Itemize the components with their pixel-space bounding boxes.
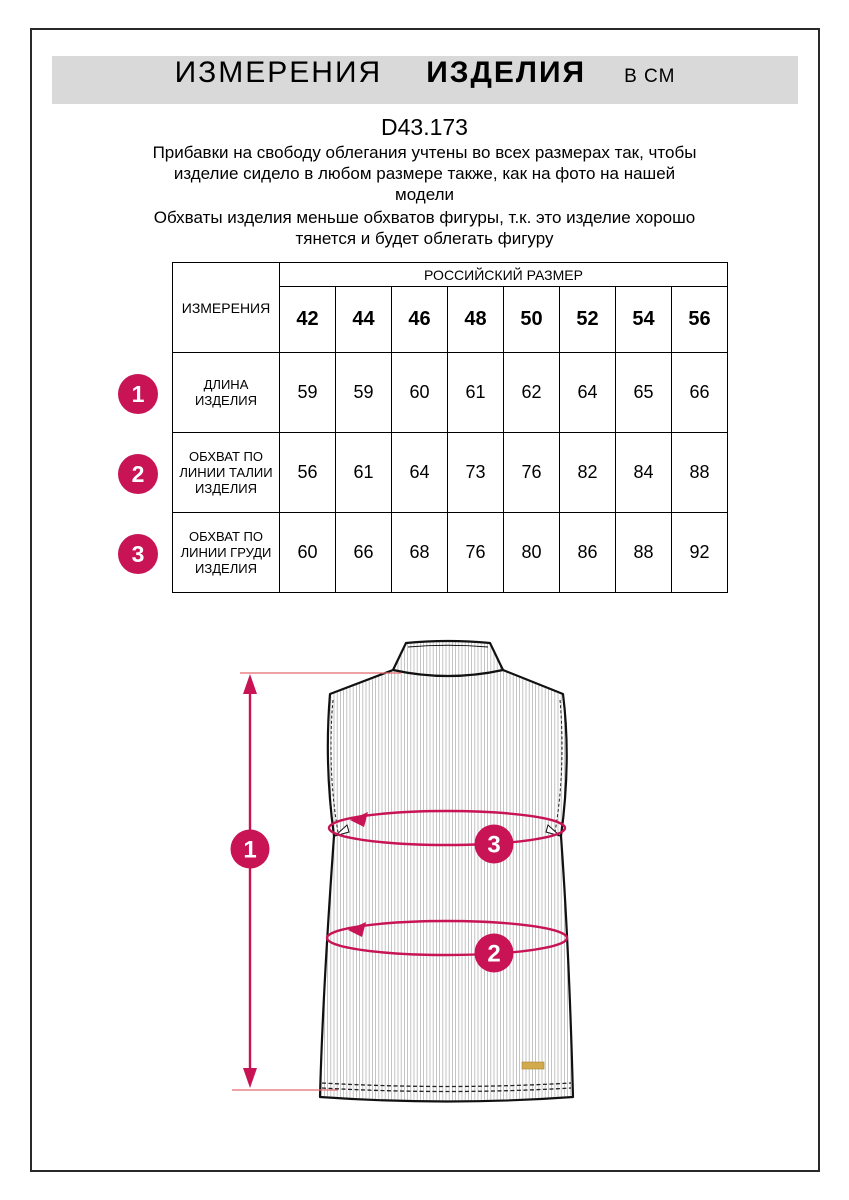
row-marker-1-badge: 1 [118,374,158,414]
cell-value: 82 [559,432,616,513]
cell-value: 60 [391,352,448,433]
size-col-54: 54 [615,286,672,353]
product-code: D43.173 [381,114,468,140]
cell-value: 61 [447,352,504,433]
cell-value: 80 [503,512,560,593]
row-marker-2-badge: 2 [118,454,158,494]
cell-value: 76 [503,432,560,513]
title-bar: ИЗМЕРЕНИЯ ИЗДЕЛИЯ В СМ [52,56,798,104]
garment-technical-drawing: 1 3 2 [190,620,670,1120]
cell-value: 84 [615,432,672,513]
underarm-dart-left [334,824,350,837]
intro-line: Обхваты изделия меньше обхватов фигуры, … [153,208,696,227]
length-arrowhead-bottom [243,1068,257,1088]
cell-value: 59 [279,352,336,433]
row-marker-3-badge: 3 [118,534,158,574]
intro-text: Прибавки на свободу облегания учтены во … [0,142,849,249]
cell-value: 86 [559,512,616,593]
marker-waist-badge: 2 [474,933,514,973]
size-col-50: 50 [503,286,560,353]
cell-value: 76 [447,512,504,593]
size-col-48: 48 [447,286,504,353]
marker-chest-badge: 3 [474,824,514,864]
collar-inner-line [407,644,489,648]
title-measurements: ИЗМЕРЕНИЯ [174,56,383,89]
length-arrowhead-top [243,674,257,694]
cell-value: 66 [335,512,392,593]
cell-value: 56 [279,432,336,513]
cell-value: 59 [335,352,392,433]
waist-arrowhead [348,922,366,937]
cell-value: 64 [559,352,616,433]
table-row-chest: ОБХВАТ ПО ЛИНИИ ГРУДИ ИЗДЕЛИЯ 60 66 68 7… [172,512,728,593]
cell-value: 88 [671,432,728,513]
cell-value: 92 [671,512,728,593]
title-product: ИЗДЕЛИЯ [426,56,587,89]
svg-text:1: 1 [243,837,256,864]
intro-line: изделие сидело в любом размере также, ка… [173,164,676,183]
cell-value: 88 [615,512,672,593]
hem-stitch-top [321,1082,572,1088]
armhole-stitch-left [330,699,339,833]
size-col-42: 42 [279,286,336,353]
cell-value: 66 [671,352,728,433]
svg-text:3: 3 [487,832,500,859]
cell-value: 62 [503,352,560,433]
garment-body-outline [318,668,575,1103]
hem-stitch-bottom [321,1087,572,1093]
row-label-chest: ОБХВАТ ПО ЛИНИИ ГРУДИ ИЗДЕЛИЯ [172,512,280,593]
cell-value: 65 [615,352,672,433]
cell-value: 60 [279,512,336,593]
cell-value: 64 [391,432,448,513]
cell-value: 68 [391,512,448,593]
chest-arrowhead [350,812,368,827]
intro-line: модели [395,185,454,204]
table-header-measurements: ИЗМЕРЕНИЯ [172,262,280,353]
table-row-length: ДЛИНА ИЗДЕЛИЯ 59 59 60 61 62 64 65 66 [172,352,728,433]
intro-line: Прибавки на свободу облегания учтены во … [152,143,697,162]
rib-texture [320,641,572,1102]
intro-line: тянется и будет облегать фигуру [295,229,554,248]
size-col-46: 46 [391,286,448,353]
brand-label [521,1061,545,1070]
size-col-44: 44 [335,286,392,353]
size-header-row: 42 44 46 48 50 52 54 56 [173,286,728,353]
title-unit-cm: В СМ [624,66,676,87]
cell-value: 73 [447,432,504,513]
chest-measure-ellipse [327,809,567,847]
svg-text:2: 2 [487,941,500,968]
size-table: ИЗМЕРЕНИЯ РОССИЙСКИЙ РАЗМЕР 42 44 46 48 … [172,262,728,593]
waist-measure-ellipse [325,919,569,957]
garment-collar-outline [391,639,505,678]
size-col-52: 52 [559,286,616,353]
table-header-russian-size: РОССИЙСКИЙ РАЗМЕР [279,262,728,287]
row-label-length: ДЛИНА ИЗДЕЛИЯ [172,352,280,433]
cell-value: 61 [335,432,392,513]
marker-length-badge: 1 [230,829,270,869]
table-row-waist: ОБХВАТ ПО ЛИНИИ ТАЛИИ ИЗДЕЛИЯ 56 61 64 7… [172,432,728,513]
row-label-waist: ОБХВАТ ПО ЛИНИИ ТАЛИИ ИЗДЕЛИЯ [172,432,280,513]
page-frame [30,28,820,1172]
armhole-stitch-right [554,699,563,833]
size-col-56: 56 [671,286,728,353]
